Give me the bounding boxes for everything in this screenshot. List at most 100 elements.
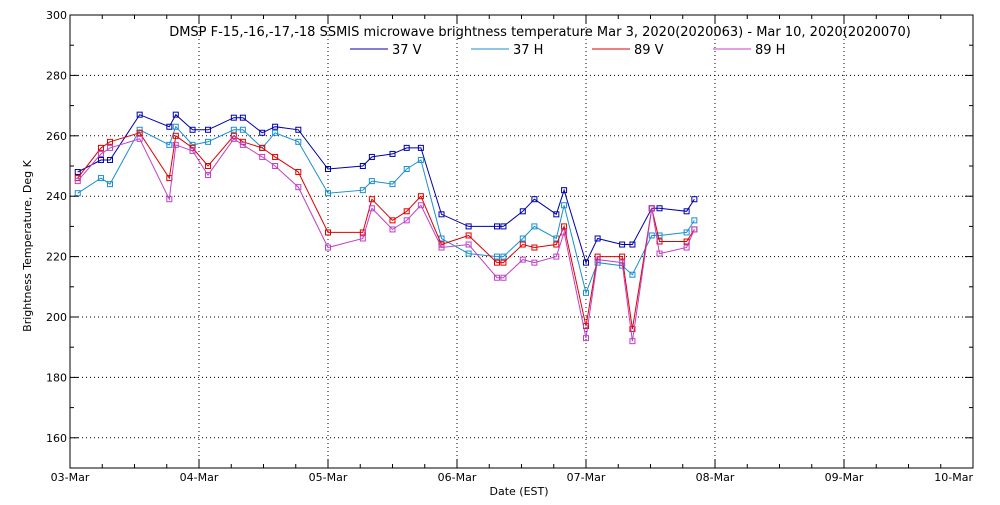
- data-point: [656, 205, 663, 212]
- data-point: [295, 126, 302, 133]
- series-line: [77, 132, 695, 330]
- y-tick-label: 220: [46, 251, 67, 264]
- x-tick-label: 08-Mar: [696, 471, 735, 484]
- data-point: [325, 244, 331, 251]
- data-point: [172, 111, 179, 118]
- x-axis-label: Date (EST): [489, 485, 548, 498]
- data-point: [553, 211, 560, 218]
- data-point: [106, 138, 113, 145]
- data-point: [230, 114, 237, 121]
- legend-item: 89 H: [713, 43, 785, 58]
- data-point: [629, 241, 636, 248]
- data-point: [272, 153, 279, 160]
- data-point: [106, 144, 113, 151]
- series-37-h: [74, 123, 698, 296]
- data-point: [230, 126, 237, 133]
- data-point: [239, 141, 246, 148]
- series-37-v: [74, 111, 698, 266]
- data-point: [403, 208, 410, 215]
- data-point: [629, 326, 636, 333]
- data-point: [166, 141, 173, 148]
- axis-layer: 160 180 200 220 240 260 280 300 03-Mar 04-Mar 05-M…: [46, 9, 974, 484]
- data-point: [656, 232, 663, 239]
- data-point: [239, 126, 246, 133]
- data-point: [417, 156, 424, 163]
- y-tick-label: 200: [46, 311, 67, 324]
- legend-label: 37 H: [513, 43, 543, 58]
- data-point: [230, 135, 237, 142]
- data-point: [389, 226, 396, 233]
- data-point: [500, 223, 507, 230]
- data-point: [500, 259, 507, 266]
- data-point: [619, 253, 626, 260]
- data-point: [325, 190, 331, 197]
- data-point: [583, 335, 589, 342]
- x-tick-label: 10-Mar: [934, 471, 973, 484]
- data-point: [359, 187, 366, 194]
- data-point: [561, 202, 568, 209]
- data-point: [465, 250, 472, 257]
- data-point: [594, 256, 601, 263]
- data-point: [519, 235, 526, 242]
- data-point: [359, 229, 366, 236]
- data-point: [272, 129, 279, 136]
- data-point: [493, 223, 500, 230]
- data-point: [259, 153, 266, 160]
- data-point: [683, 229, 690, 236]
- data-point: [648, 205, 655, 212]
- y-axis-label: Brightness Temperature, Deg K: [21, 159, 34, 331]
- x-tick-label: 04-Mar: [180, 471, 219, 484]
- data-point: [531, 259, 538, 266]
- x-tick-label: 07-Mar: [567, 471, 606, 484]
- data-point: [205, 163, 212, 169]
- data-point: [368, 205, 375, 212]
- data-point: [74, 190, 81, 197]
- data-point: [295, 169, 302, 176]
- x-tick-label: 09-Mar: [825, 471, 864, 484]
- data-point: [583, 289, 589, 296]
- data-point: [619, 259, 626, 266]
- data-point: [531, 196, 538, 203]
- data-point: [438, 211, 445, 218]
- series-line: [77, 125, 695, 295]
- data-point: [74, 178, 81, 185]
- data-point: [683, 208, 690, 215]
- data-point: [172, 123, 179, 130]
- chart-title: DMSP F-15,-16,-17,-18 SSMIS microwave br…: [169, 25, 911, 40]
- data-point: [519, 256, 526, 263]
- data-point: [295, 138, 302, 145]
- data-point: [389, 181, 396, 188]
- data-point: [272, 163, 279, 169]
- data-point: [136, 135, 143, 142]
- data-point: [519, 208, 526, 215]
- data-point: [493, 259, 500, 266]
- data-point: [691, 217, 698, 224]
- data-point: [493, 253, 500, 260]
- data-point: [389, 217, 396, 224]
- x-tick-label: 06-Mar: [438, 471, 477, 484]
- data-point: [259, 144, 266, 151]
- data-point: [403, 217, 410, 224]
- data-point: [683, 244, 690, 251]
- data-point: [239, 114, 246, 121]
- data-point: [172, 132, 179, 139]
- data-point: [465, 232, 472, 239]
- x-tick-label: 05-Mar: [309, 471, 348, 484]
- data-point: [561, 223, 568, 230]
- legend-label: 89 H: [755, 43, 785, 58]
- data-point: [106, 181, 113, 188]
- data-point: [368, 153, 375, 160]
- data-point: [417, 144, 424, 151]
- data-point: [106, 156, 113, 163]
- grid-layer: [70, 15, 973, 468]
- series-layer: [74, 111, 698, 345]
- legend-label: 37 V: [392, 43, 422, 58]
- x-tick-label: 03-Mar: [51, 471, 90, 484]
- data-point: [325, 229, 331, 236]
- data-point: [136, 126, 143, 133]
- legend-label: 89 V: [634, 43, 664, 58]
- data-point: [594, 235, 601, 242]
- data-point: [205, 138, 212, 145]
- data-point: [166, 123, 173, 130]
